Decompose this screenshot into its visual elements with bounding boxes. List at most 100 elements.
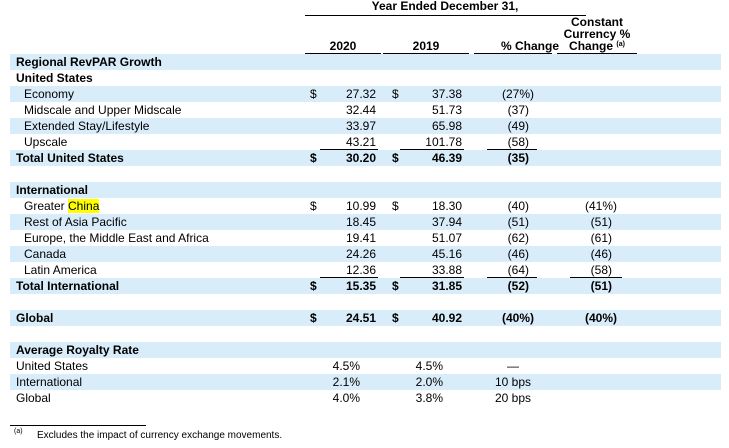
total-value-2020: 30.20: [345, 151, 376, 165]
subtotal-rule-pct: [487, 277, 537, 278]
value-cc-change: (46): [590, 247, 612, 261]
header-rule-pct: [474, 53, 552, 54]
row-label: Canada: [24, 247, 67, 261]
global-row-label: Global: [16, 311, 54, 325]
band: [10, 310, 721, 326]
band: [10, 118, 721, 134]
value-2020: 18.45: [345, 215, 376, 229]
currency-symbol: $: [310, 87, 317, 101]
value-2020: 43.21: [345, 135, 376, 149]
currency-symbol: $: [310, 151, 317, 165]
row-label-prefix: Greater: [24, 199, 69, 213]
row-label: Economy: [24, 87, 75, 101]
value-2019: 51.07: [431, 231, 462, 245]
row-label: Extended Stay/Lifestyle: [24, 119, 150, 133]
col-header-cc-line1: Constant: [571, 15, 623, 29]
value-pct-change: (37): [507, 103, 529, 117]
band: [10, 246, 721, 262]
subtotal-rule-2019: [400, 277, 464, 278]
footnote-marker: (a): [14, 428, 23, 435]
value-2020: 33.97: [345, 119, 376, 133]
total-row-label: Total International: [16, 279, 120, 293]
value-cc-change: (41%): [584, 199, 617, 213]
value-pct-change: (49): [507, 119, 529, 133]
footnote-rule: [10, 425, 146, 426]
currency-symbol: $: [392, 311, 399, 325]
value-2019: 33.88: [431, 263, 462, 277]
value-2020: 12.36: [345, 263, 376, 277]
section-title-us: United States: [16, 71, 93, 85]
highlighted-text: China: [68, 199, 100, 213]
row-label: Latin America: [24, 263, 97, 277]
header-rule-2020: [305, 53, 381, 54]
col-header-cc-line3: Change (a): [557, 40, 637, 52]
value-2019: 45.16: [431, 247, 462, 261]
subtotal-rule-cc: [570, 277, 622, 278]
band: [10, 150, 721, 166]
row-label: United States: [16, 359, 89, 373]
band: [10, 214, 721, 230]
header-rule-year: [305, 15, 586, 16]
value-2020: 27.32: [345, 87, 376, 101]
row-label: Upscale: [24, 135, 68, 149]
value-2020: 32.44: [345, 103, 376, 117]
value-2019: 51.73: [431, 103, 462, 117]
currency-symbol: $: [392, 279, 399, 293]
section-title-revpar: Regional RevPAR Growth: [16, 55, 162, 69]
value-2020: 19.41: [345, 231, 376, 245]
value-2020: 24.26: [345, 247, 376, 261]
currency-symbol: $: [392, 199, 399, 213]
col-header-cc-line2: Currency %: [563, 27, 631, 41]
value-cc-change: (61): [590, 231, 612, 245]
row-label: Midscale and Upper Midscale: [24, 103, 182, 117]
currency-symbol: $: [310, 199, 317, 213]
band: [10, 374, 721, 390]
value-pct-change: (62): [507, 231, 529, 245]
royalty-2020: 2.1%: [332, 375, 360, 389]
value-pct-change: (64): [507, 263, 529, 277]
row-label: Rest of Asia Pacific: [24, 215, 127, 229]
section-title-international: International: [16, 183, 89, 197]
royalty-2019: 2.0%: [415, 375, 443, 389]
band: [10, 342, 721, 358]
currency-symbol: $: [310, 311, 317, 325]
value-2019: 37.94: [431, 215, 462, 229]
section-title-royalty: Average Royalty Rate: [16, 343, 139, 357]
col-header-2020: 2020: [329, 39, 357, 53]
value-2020: 10.99: [345, 199, 376, 213]
cc-footnote-sup: (a): [616, 41, 625, 48]
row-label-greater-china: Greater China: [24, 198, 100, 214]
global-value-pct: (40%): [501, 311, 534, 325]
header-rule-cc: [557, 53, 637, 54]
global-value-2019: 40.92: [431, 311, 462, 325]
value-2019: 37.38: [431, 87, 462, 101]
subtotal-rule-2020: [320, 149, 378, 150]
total-value-2019: 46.39: [431, 151, 462, 165]
footnote-text: Excludes the impact of currency exchange…: [37, 430, 283, 441]
royalty-2019: 3.8%: [415, 391, 443, 405]
cc-change-label: Change: [569, 39, 614, 53]
royalty-change: 20 bps: [494, 391, 532, 405]
value-2019: 18.30: [431, 199, 462, 213]
total-value-2019: 31.85: [431, 279, 462, 293]
value-pct-change: (27%): [501, 87, 534, 101]
band: [10, 182, 721, 198]
col-header-2019: 2019: [412, 39, 440, 53]
value-pct-change: (51): [507, 215, 529, 229]
subtotal-rule-2019: [400, 149, 464, 150]
total-value-cc: (51): [590, 279, 612, 293]
value-pct-change: (58): [507, 135, 529, 149]
royalty-2020: 4.0%: [332, 391, 360, 405]
value-pct-change: (46): [507, 247, 529, 261]
currency-symbol: $: [392, 151, 399, 165]
global-value-cc: (40%): [584, 311, 617, 325]
total-value-2020: 15.35: [345, 279, 376, 293]
total-value-pct: (52): [507, 279, 529, 293]
band: [10, 278, 721, 294]
global-value-2020: 24.51: [345, 311, 376, 325]
royalty-2019: 4.5%: [415, 359, 443, 373]
row-label: Global: [16, 391, 51, 405]
currency-symbol: $: [310, 279, 317, 293]
band: [10, 54, 721, 70]
value-cc-change: (58): [590, 263, 612, 277]
